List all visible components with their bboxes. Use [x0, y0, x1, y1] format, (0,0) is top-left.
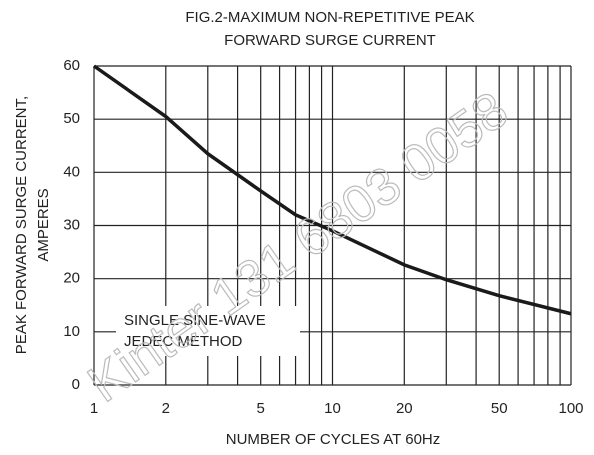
x-tick-label: 10 [324, 400, 341, 417]
watermark: Kinter 131 6803 0058 [78, 81, 519, 414]
y-tick-label: 20 [63, 270, 80, 287]
y-tick-label: 50 [63, 110, 80, 127]
y-tick-label: 60 [63, 57, 80, 74]
x-axis-label: NUMBER OF CYCLES AT 60Hz [226, 431, 441, 448]
x-tick-label: 100 [558, 400, 583, 417]
annotation-box [116, 306, 300, 356]
x-tick-label: 5 [257, 400, 265, 417]
y-axis-label: AMPERES [35, 188, 52, 261]
y-tick-label: 10 [63, 323, 80, 340]
chart-title: FIG.2-MAXIMUM NON-REPETITIVE PEAK [185, 9, 474, 26]
plot-area: 0 10 20 30 40 50 60 1 2 5 10 20 50 100 [63, 57, 583, 417]
x-tick-label: 1 [90, 400, 98, 417]
y-tick-label: 40 [63, 163, 80, 180]
x-tick-label: 2 [162, 400, 170, 417]
annotation: SINGLE SINE-WAVE [124, 312, 266, 329]
y-tick-label: 30 [63, 216, 80, 233]
y-tick-label: 0 [72, 376, 80, 393]
y-axis-label: PEAK FORWARD SURGE CURRENT, [13, 96, 30, 354]
curve [92, 64, 572, 316]
x-tick-label: 20 [396, 400, 413, 417]
annotation: JEDEC METHOD [124, 333, 243, 350]
x-tick-label: 50 [491, 400, 508, 417]
chart-title: FORWARD SURGE CURRENT [224, 32, 436, 49]
